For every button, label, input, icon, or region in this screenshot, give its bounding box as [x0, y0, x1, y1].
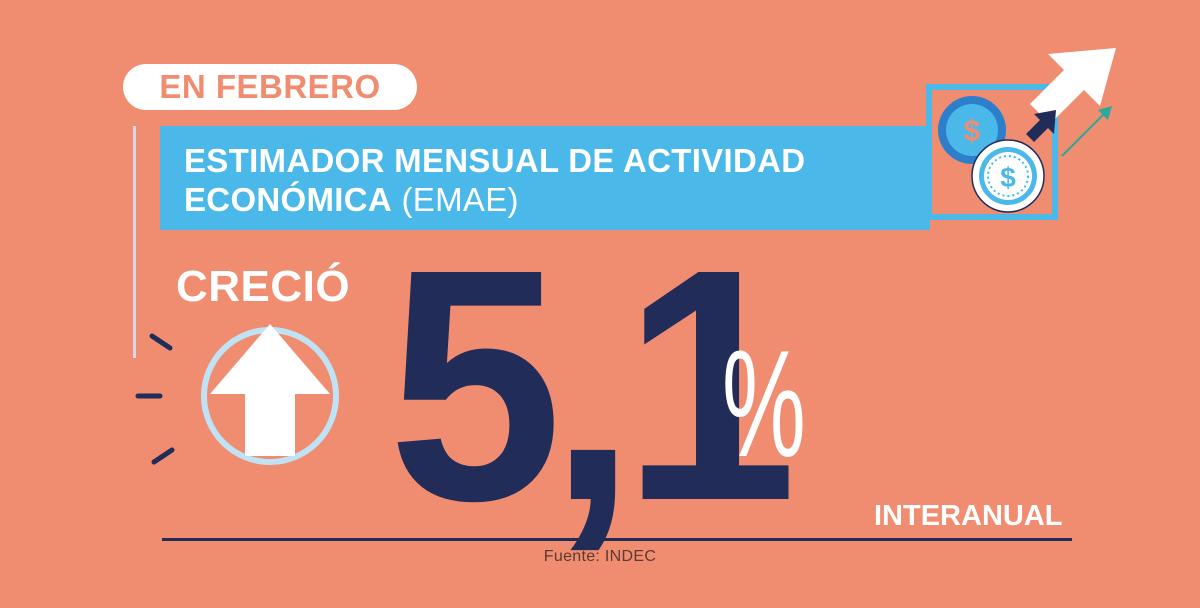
- stat-value: 5,1: [388, 200, 797, 569]
- stat-unit: %: [722, 319, 806, 489]
- svg-text:$: $: [964, 115, 981, 148]
- icon-frame: [926, 84, 1058, 220]
- large-up-right-arrow-icon: [1030, 48, 1116, 124]
- source-text: Fuente: INDEC: [543, 548, 657, 565]
- title-line-2: ECONÓMICA (EMAE): [184, 181, 519, 219]
- front-coin-icon: $: [971, 139, 1045, 213]
- accent-line: [133, 126, 136, 358]
- stat-label: CRECIÓ: [176, 262, 351, 311]
- trend-arrow-icon: [1061, 106, 1112, 157]
- title-banner: ESTIMADOR MENSUAL DE ACTIVIDAD ECONÓMICA…: [160, 126, 930, 230]
- divider-line: [162, 538, 1072, 541]
- stat-period: INTERANUAL: [874, 500, 1063, 532]
- title-line-2-rest: (EMAE): [392, 181, 519, 218]
- title-line-2-bold: ECONÓMICA: [184, 181, 393, 218]
- coin-dollar-icon: $ $: [938, 48, 1116, 213]
- title-line-1: ESTIMADOR MENSUAL DE ACTIVIDAD: [184, 142, 806, 179]
- period-pill: EN FEBRERO: [123, 64, 417, 110]
- svg-text:$: $: [1000, 162, 1016, 193]
- up-arrow-circle-icon: [135, 324, 339, 465]
- small-navy-arrow-icon: [1026, 110, 1056, 142]
